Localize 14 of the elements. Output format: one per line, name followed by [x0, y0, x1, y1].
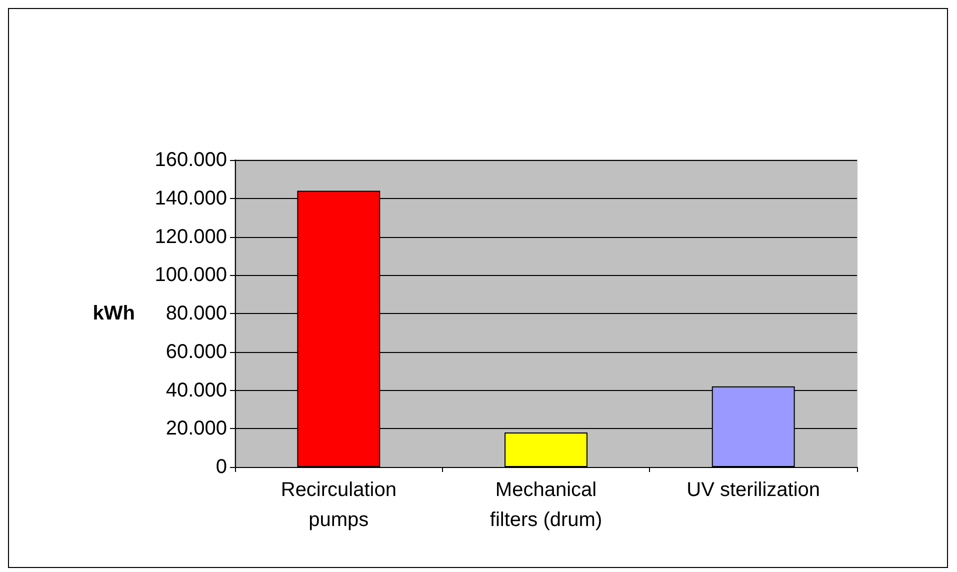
y-tick-label: 100.000 [154, 264, 227, 286]
y-tick-label: 40.000 [166, 379, 227, 402]
x-tick-label: Mechanical filters (drum) [490, 479, 602, 531]
y-tick-label: 20.000 [166, 418, 227, 440]
y-tick-label: 0 [216, 456, 227, 478]
y-tick-label: 160.000 [154, 149, 227, 171]
y-tick-label: 140.000 [154, 187, 227, 210]
x-tick-label: Recirculation pumps [280, 479, 396, 531]
y-tick-label: 60.000 [166, 340, 227, 363]
bar [504, 432, 588, 467]
x-tick-label: UV sterilization [686, 479, 820, 501]
y-axis-title: kWh [92, 302, 135, 324]
y-tick-label: 80.000 [166, 302, 227, 324]
y-tick-label: 120.000 [154, 226, 227, 248]
